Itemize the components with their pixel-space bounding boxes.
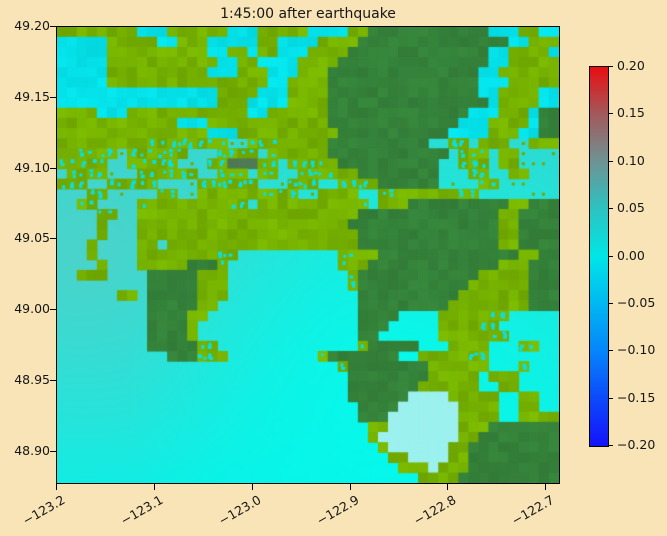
colorbar-tick-label: −0.10: [617, 342, 656, 358]
colorbar-tick-label: −0.05: [617, 294, 656, 310]
x-axis-tick-label: −122.9: [313, 492, 362, 529]
map-canvas: [57, 27, 559, 483]
y-axis-tick-mark: [50, 167, 56, 169]
colorbar-tick-mark: [609, 445, 613, 446]
x-axis-tick-mark: [56, 484, 57, 490]
x-axis-tick-label: −123.2: [19, 492, 68, 529]
x-axis-tick-mark: [447, 484, 449, 490]
y-axis-tick-label: 49.10: [14, 159, 50, 175]
y-axis-tick-mark: [50, 309, 56, 311]
x-axis-tick-label: −122.7: [509, 492, 557, 529]
colorbar-tick-mark: [609, 255, 613, 257]
x-axis-tick-mark: [349, 484, 351, 490]
colorbar-tick-label: 0.20: [617, 58, 645, 73]
y-axis-tick-label: 49.15: [14, 88, 50, 104]
colorbar-tick-label: 0.15: [617, 105, 645, 121]
colorbar-tick-mark: [609, 397, 613, 399]
x-axis-tick-label: −122.8: [411, 492, 459, 529]
y-axis-tick-mark: [50, 380, 56, 382]
y-axis-tick-label: 49.00: [14, 301, 50, 317]
x-axis-tick-mark: [153, 484, 155, 490]
colorbar-tick-mark: [609, 66, 613, 67]
colorbar-tick-label: 0.05: [617, 200, 645, 216]
colorbar-gradient: [590, 67, 608, 446]
x-axis-tick-mark: [545, 484, 547, 490]
x-axis-tick-label: −123.0: [215, 492, 264, 529]
y-axis-tick-mark: [50, 96, 56, 98]
x-axis-tick-label: −123.1: [117, 492, 166, 529]
colorbar-tick-label: −0.15: [617, 389, 656, 405]
colorbar-tick-label: 0.00: [617, 247, 645, 263]
y-axis-tick-mark: [50, 238, 56, 240]
y-axis-tick-mark: [50, 450, 56, 452]
colorbar: [589, 66, 609, 447]
y-axis-tick-label: 48.95: [14, 372, 50, 388]
y-axis-tick-label: 49.05: [14, 230, 50, 246]
y-axis-tick-label: 49.20: [14, 18, 50, 33]
colorbar-tick-label: 0.10: [617, 152, 645, 168]
plot-area: [56, 26, 560, 484]
y-axis-tick-label: 48.90: [14, 442, 50, 458]
y-axis-tick-mark: [50, 26, 56, 27]
colorbar-tick-label: −0.20: [617, 437, 656, 452]
colorbar-tick-mark: [609, 350, 613, 352]
plot-title: 1:45:00 after earthquake: [220, 6, 396, 22]
colorbar-tick-mark: [609, 160, 613, 162]
x-axis-tick-mark: [251, 484, 253, 490]
colorbar-tick-mark: [609, 302, 613, 304]
colorbar-tick-mark: [609, 208, 613, 210]
colorbar-tick-mark: [609, 113, 613, 115]
